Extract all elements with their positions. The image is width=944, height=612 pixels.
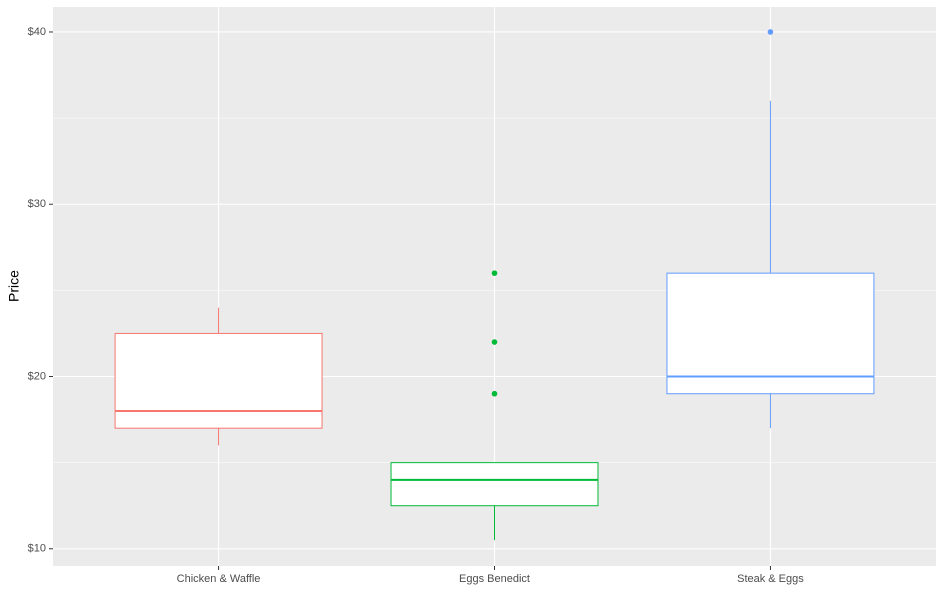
y-tick-label: $40: [28, 26, 46, 38]
y-tick-label: $10: [28, 543, 46, 555]
outlier: [491, 270, 498, 276]
outlier: [491, 390, 498, 397]
y-tick-label: $30: [28, 198, 46, 210]
x-tick-label: Chicken & Waffle: [177, 573, 261, 585]
outlier: [767, 29, 774, 35]
box: [114, 332, 323, 429]
y-axis-title: Price: [6, 270, 22, 302]
y-tick-label: $20: [28, 370, 46, 382]
box: [390, 462, 599, 507]
outlier: [491, 339, 498, 345]
x-tick-label: Eggs Benedict: [459, 573, 530, 585]
box: [666, 272, 875, 395]
x-tick-label: Steak & Eggs: [737, 573, 804, 585]
